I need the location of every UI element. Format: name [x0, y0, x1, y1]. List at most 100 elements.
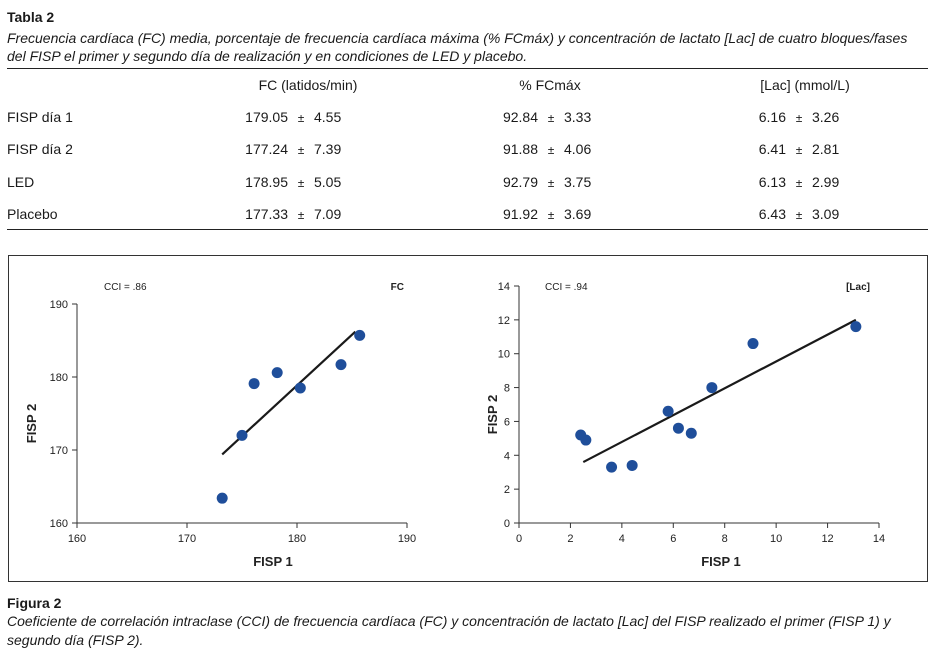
data-point: [248, 378, 260, 390]
data-point: [354, 329, 366, 341]
data-point: [216, 492, 228, 504]
table-bottom-rule: [7, 229, 928, 230]
plus-minus-sign: ±: [297, 111, 305, 125]
cell-fcmax: 92.79 ±3.75: [492, 174, 604, 190]
table-label: Tabla 2: [7, 9, 55, 25]
row-label: Placebo: [7, 206, 58, 222]
plus-minus-sign: ±: [795, 176, 803, 190]
plus-minus-sign: ±: [297, 143, 305, 157]
x-tick-label: 6: [670, 533, 676, 545]
mean-value: 178.95: [245, 174, 288, 190]
cell-fc: 178.95 ±5.05: [236, 174, 354, 190]
cci-annotation: CCI = .94: [545, 282, 588, 293]
mean-value: 91.88: [502, 141, 538, 157]
x-tick-label: 0: [516, 533, 522, 545]
chart-lac: 0 2 4 6 8 10 12 14 0 2 4 6 8 10 12 14 FISP 1 FISP 2 CCI = …: [485, 281, 885, 569]
y-tick-label: 0: [504, 518, 510, 530]
cell-fcmax: 92.84 ±3.33: [492, 109, 604, 125]
data-point: [580, 434, 592, 446]
y-tick-label: 14: [498, 281, 510, 293]
x-tick-label: 10: [770, 533, 782, 545]
sd-value: 7.09: [314, 206, 342, 222]
y-tick-label: 12: [498, 315, 510, 327]
data-point: [236, 429, 248, 441]
mean-value: 6.16: [758, 109, 786, 125]
cell-fcmax: 91.88 ±4.06: [492, 141, 604, 157]
y-tick-label: 170: [50, 445, 68, 457]
y-tick-label: 190: [50, 299, 68, 311]
y-tick-label: 6: [504, 416, 510, 428]
column-header-fc: FC (latidos/min): [258, 77, 358, 93]
sd-value: 5.05: [314, 174, 342, 190]
cell-fcmax: 91.92 ±3.69: [492, 206, 604, 222]
data-point: [706, 382, 718, 394]
column-header-lac: [Lac] (mmol/L): [760, 77, 850, 93]
x-axis-label: FISP 1: [701, 554, 741, 569]
plus-minus-sign: ±: [297, 176, 305, 190]
mean-value: 177.24: [245, 141, 288, 157]
table-caption: Frecuencia cardíaca (FC) media, porcenta…: [7, 30, 908, 64]
data-point: [626, 459, 638, 471]
mean-value: 6.41: [758, 141, 786, 157]
cell-lac: 6.43 ±3.09: [752, 206, 852, 222]
cell-fc: 177.24 ±7.39: [236, 141, 354, 157]
x-tick-label: 190: [398, 533, 416, 545]
cell-fc: 179.05 ±4.55: [236, 109, 354, 125]
sd-value: 7.39: [314, 141, 342, 157]
y-tick-label: 180: [50, 372, 68, 384]
mean-value: 6.43: [758, 206, 786, 222]
chart-title: [Lac]: [846, 282, 870, 293]
sd-value: 2.99: [812, 174, 840, 190]
x-tick-label: 2: [567, 533, 573, 545]
data-point: [294, 382, 306, 394]
y-tick-label: 2: [504, 484, 510, 496]
figure-frame: 160 170 180 190 160 170 180 190 FISP 1 FISP 2 CCI …: [8, 255, 928, 582]
mean-value: 92.84: [502, 109, 538, 125]
data-point: [685, 427, 697, 439]
sd-value: 3.69: [564, 206, 592, 222]
mean-value: 179.05: [245, 109, 288, 125]
sd-value: 3.75: [564, 174, 592, 190]
y-axis-label: FISP 2: [485, 395, 500, 435]
y-tick-label: 8: [504, 383, 510, 395]
plus-minus-sign: ±: [795, 111, 803, 125]
regression-line: [582, 318, 857, 464]
y-tick-label: 160: [50, 518, 68, 530]
column-header-fcmax: % FCmáx: [519, 77, 581, 93]
data-point: [606, 461, 618, 473]
sd-value: 4.55: [314, 109, 342, 125]
data-point: [850, 321, 862, 333]
x-tick-label: 8: [722, 533, 728, 545]
chart-fc: 160 170 180 190 160 170 180 190 FISP 1 FISP 2 CCI …: [24, 282, 416, 569]
data-point: [335, 359, 347, 371]
plus-minus-sign: ±: [795, 208, 803, 222]
figure-caption: Coeficiente de correlación intraclase (C…: [7, 613, 891, 648]
figure-label: Figura 2: [7, 595, 62, 611]
x-tick-label: 180: [288, 533, 306, 545]
sd-value: 4.06: [564, 141, 592, 157]
row-label: FISP día 2: [7, 141, 73, 157]
sd-value: 3.09: [812, 206, 840, 222]
data-point: [662, 405, 674, 417]
cell-fc: 177.33 ±7.09: [236, 206, 354, 222]
row-label: LED: [7, 174, 35, 190]
x-tick-label: 160: [68, 533, 86, 545]
mean-value: 92.79: [502, 174, 538, 190]
cell-lac: 6.13 ±2.99: [752, 174, 852, 190]
y-tick-label: 4: [504, 450, 510, 462]
mean-value: 177.33: [245, 206, 288, 222]
x-axis-label: FISP 1: [253, 554, 293, 569]
chart-title: FC: [391, 282, 404, 293]
x-tick-label: 12: [821, 533, 833, 545]
cell-lac: 6.16 ±3.26: [752, 109, 852, 125]
data-point: [271, 367, 283, 379]
x-tick-label: 14: [873, 533, 885, 545]
row-label: FISP día 1: [7, 109, 73, 125]
cci-annotation: CCI = .86: [104, 282, 147, 293]
y-tick-label: 10: [498, 349, 510, 361]
data-point: [747, 338, 759, 350]
mean-value: 6.13: [758, 174, 786, 190]
plus-minus-sign: ±: [297, 208, 305, 222]
sd-value: 3.33: [564, 109, 592, 125]
data-point: [672, 422, 684, 434]
